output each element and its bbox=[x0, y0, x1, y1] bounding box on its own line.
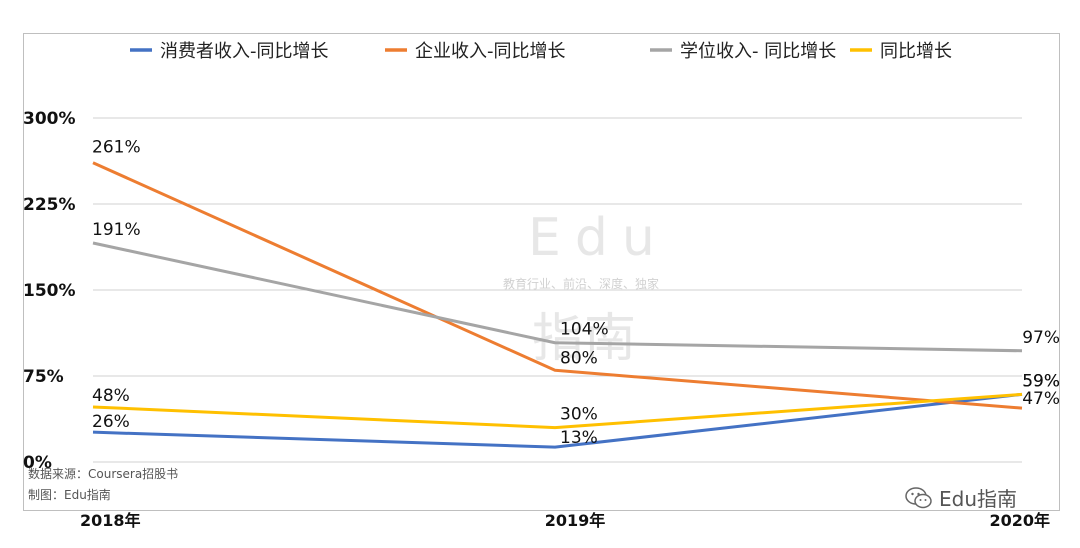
chart-frame bbox=[23, 33, 1060, 511]
y-tick-label: 75% bbox=[23, 367, 64, 387]
y-tick-label: 0% bbox=[23, 453, 52, 473]
data-labels: 26%13%59%261%80%47%191%104% 97%48%30%59% bbox=[92, 138, 1060, 448]
gridlines bbox=[93, 117, 1022, 463]
series-line bbox=[92, 392, 1023, 430]
data-label: 97% bbox=[1022, 328, 1060, 348]
data-label: 59% bbox=[1022, 371, 1060, 391]
legend-label: 同比增长 bbox=[880, 41, 952, 62]
data-label: 261% bbox=[92, 138, 141, 158]
data-label: 59% bbox=[1022, 371, 1060, 391]
data-label: 191% bbox=[92, 220, 141, 240]
series-line bbox=[92, 392, 1023, 449]
y-tick-label: 150% bbox=[23, 281, 76, 301]
data-label: 13% bbox=[560, 428, 598, 448]
watermark-text: Edu bbox=[528, 208, 669, 268]
series-line bbox=[92, 161, 1023, 410]
series-line bbox=[92, 241, 1023, 353]
x-tick-label: 2018年 bbox=[80, 511, 141, 530]
watermark-subtitle: 教育行业、前沿、深度、独家 bbox=[503, 277, 660, 291]
wechat-icon bbox=[905, 486, 932, 508]
data-label: 47% bbox=[1022, 389, 1060, 409]
brand-text: Edu指南 bbox=[939, 487, 1018, 511]
x-tick-label: 2019年 bbox=[545, 511, 606, 530]
data-label: 30% bbox=[560, 405, 598, 425]
brand-watermark: Edu指南 bbox=[905, 483, 1017, 512]
y-tick-label: 225% bbox=[23, 195, 76, 215]
x-tick-label: 2020年 bbox=[989, 511, 1050, 530]
legend-label: 企业收入-同比增长 bbox=[415, 41, 566, 62]
source-note: 数据来源：Coursera招股书 bbox=[28, 467, 179, 481]
legend: 消费者收入-同比增长 企业收入-同比增长 学位收入- 同比增长 同比增长 bbox=[130, 41, 952, 62]
data-label: 80% bbox=[560, 348, 598, 368]
series-lines bbox=[92, 161, 1023, 449]
data-label: 104% bbox=[560, 320, 609, 340]
maker-note: 制图：Edu指南 bbox=[28, 488, 111, 502]
watermark-chinese: 指南 bbox=[532, 309, 637, 369]
data-label: 48% bbox=[92, 386, 130, 406]
y-tick-label: 300% bbox=[23, 109, 76, 129]
legend-label: 学位收入- 同比增长 bbox=[680, 41, 836, 62]
data-label: 26% bbox=[92, 412, 130, 432]
legend-label: 消费者收入-同比增长 bbox=[160, 41, 329, 62]
axis-labels: 300% 225% 150% 75% 0% 2018年 2019年 2020年 bbox=[23, 109, 1050, 530]
